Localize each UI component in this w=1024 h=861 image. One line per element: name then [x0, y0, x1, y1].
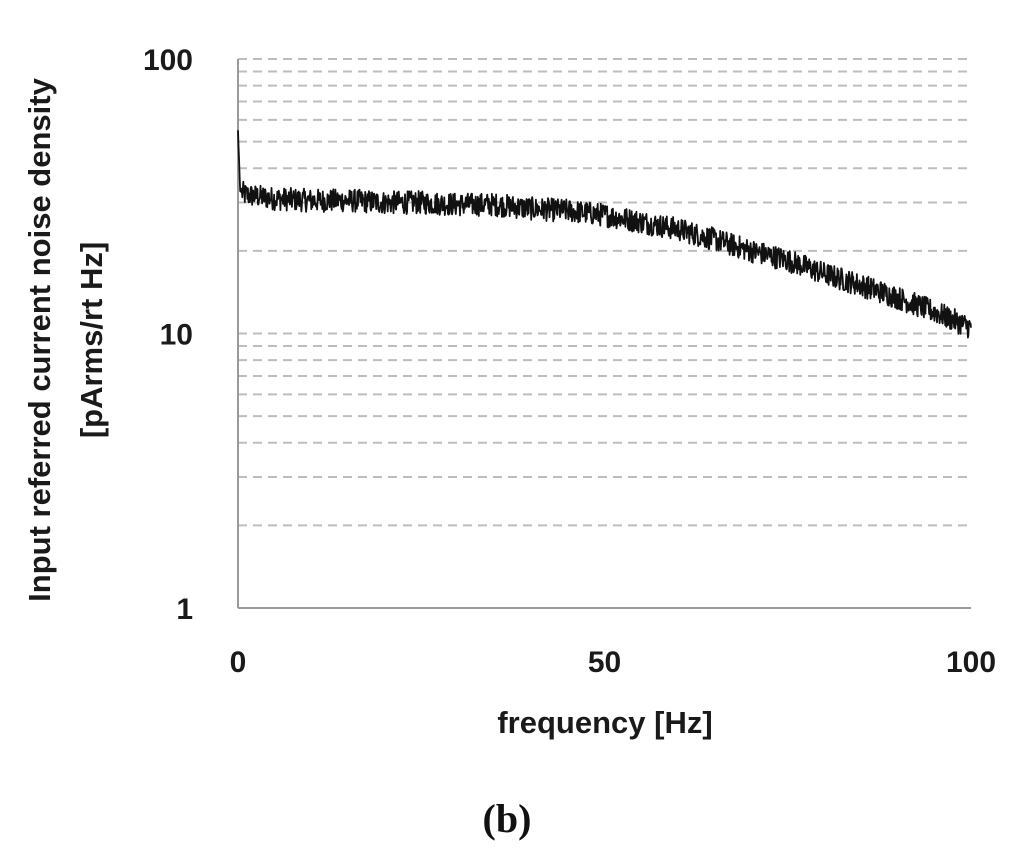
y-axis-title-line-2: [pArms/rt Hz] [74, 242, 109, 438]
x-tick-labels: 0 50 100 [230, 646, 996, 679]
figure-caption: (b) [483, 796, 532, 841]
series-line [237, 130, 972, 339]
y-tick-labels: 1 10 100 [143, 44, 193, 626]
x-tick-label: 50 [588, 646, 621, 679]
x-tick-label: 0 [230, 646, 247, 679]
series-layer [237, 130, 972, 339]
y-tick-label: 10 [160, 319, 193, 352]
x-tick-label: 100 [946, 646, 996, 679]
y-axis-title: Input referred current noise density [pA… [22, 77, 109, 601]
x-axis-title: frequency [Hz] [497, 705, 712, 740]
grid-lines [238, 58, 971, 527]
y-axis-title-line-1: Input referred current noise density [22, 77, 57, 601]
y-tick-label: 100 [143, 44, 193, 77]
y-tick-label: 1 [176, 593, 193, 626]
